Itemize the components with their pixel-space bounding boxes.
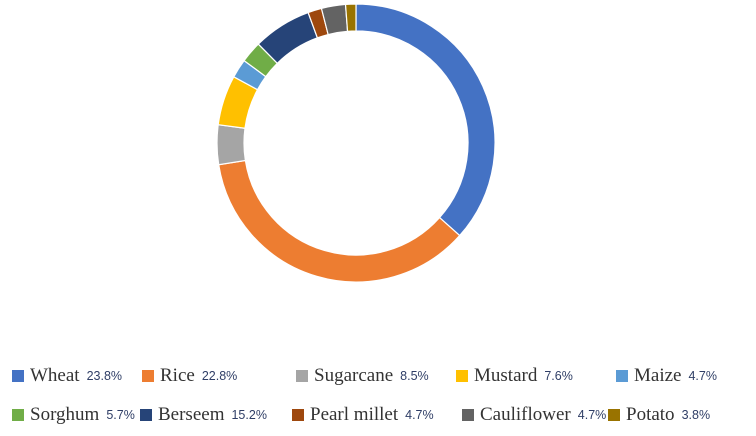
legend-item-potato: Potato 3.8%: [608, 402, 710, 428]
legend-item-berseem: Berseem 15.2%: [140, 402, 267, 428]
legend-label: Pearl millet: [310, 404, 399, 425]
legend-label: Potato: [626, 404, 675, 425]
legend-label: Wheat: [30, 365, 80, 386]
legend-percent: 23.8%: [86, 369, 123, 383]
legend-swatch: [140, 409, 152, 421]
legend-swatch: [608, 409, 620, 421]
legend-percent: 4.7%: [688, 369, 717, 383]
legend-swatch: [296, 370, 308, 382]
legend-percent: 4.7%: [405, 408, 434, 422]
legend-percent: 15.2%: [231, 408, 267, 422]
legend-label: Mustard: [474, 365, 538, 386]
legend-percent: 7.6%: [544, 369, 573, 383]
legend-label: Rice: [160, 365, 195, 386]
legend-swatch: [12, 370, 24, 382]
legend-swatch: [12, 409, 24, 421]
legend-swatch: [142, 370, 154, 382]
legend-item-sugarcane: Sugarcane 8.5%: [296, 363, 429, 389]
legend-percent: 8.5%: [400, 369, 429, 383]
slice-rice: [218, 159, 461, 283]
legend-swatch: [292, 409, 304, 421]
legend-label: Cauliflower: [480, 404, 571, 425]
legend-percent: 22.8%: [201, 369, 238, 383]
legend-label: Sugarcane: [314, 365, 394, 386]
legend-label: Sorghum: [30, 404, 100, 425]
legend-label: Maize: [634, 365, 682, 386]
legend-label: Berseem: [158, 404, 225, 425]
slice-sugarcane: [216, 124, 247, 166]
legend-percent: 5.7%: [106, 408, 135, 422]
legend-item-rice: Rice 22.8%: [142, 363, 237, 389]
legend-percent: 3.8%: [681, 408, 711, 422]
legend-item-pearl-millet: Pearl millet 4.7%: [292, 402, 434, 428]
legend-swatch: [462, 409, 474, 421]
legend-item-sorghum: Sorghum 5.7%: [12, 402, 135, 428]
legend-item-mustard: Mustard 7.6%: [456, 363, 573, 389]
legend-item-wheat: Wheat 23.8%: [12, 363, 122, 389]
legend-item-maize: Maize 4.7%: [616, 363, 717, 389]
legend-swatch: [456, 370, 468, 382]
legend-item-cauliflower: Cauliflower 4.7%: [462, 402, 606, 428]
legend-percent: 4.7%: [577, 408, 607, 422]
slice-potato: [344, 3, 357, 32]
donut-ring: [216, 3, 496, 283]
slice-wheat: [355, 3, 496, 237]
legend-swatch: [616, 370, 628, 382]
